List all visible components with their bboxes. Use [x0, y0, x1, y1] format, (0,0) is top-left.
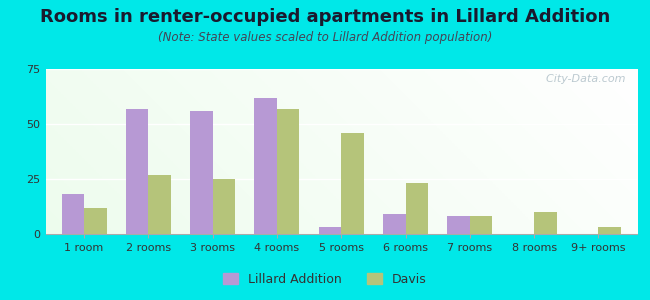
- Bar: [599, 227, 621, 234]
- Legend: Lillard Addition, Davis: Lillard Addition, Davis: [218, 268, 432, 291]
- Text: Rooms in renter-occupied apartments in Lillard Addition: Rooms in renter-occupied apartments in L…: [40, 8, 610, 26]
- Bar: [277, 109, 300, 234]
- Bar: [190, 111, 213, 234]
- Bar: [534, 212, 556, 234]
- Bar: [213, 179, 235, 234]
- Text: City-Data.com: City-Data.com: [539, 74, 625, 84]
- Bar: [447, 216, 470, 234]
- Bar: [126, 109, 148, 234]
- Bar: [318, 227, 341, 234]
- Bar: [341, 133, 364, 234]
- Bar: [148, 175, 171, 234]
- Bar: [383, 214, 406, 234]
- Bar: [254, 98, 277, 234]
- Bar: [62, 194, 84, 234]
- Bar: [84, 208, 107, 234]
- Bar: [406, 183, 428, 234]
- Text: (Note: State values scaled to Lillard Addition population): (Note: State values scaled to Lillard Ad…: [158, 32, 492, 44]
- Bar: [470, 216, 492, 234]
